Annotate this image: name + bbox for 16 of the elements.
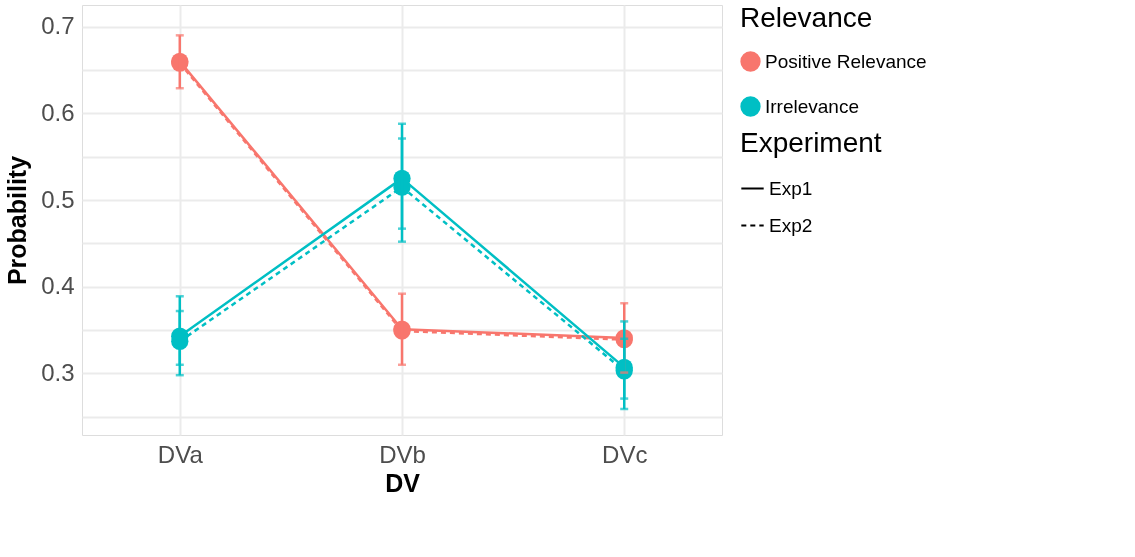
y-tick-label: 0.3 bbox=[41, 358, 75, 386]
legend-title: Relevance bbox=[740, 2, 873, 33]
legend-label: Positive Relevance bbox=[765, 50, 927, 72]
y-tick-label: 0.6 bbox=[41, 98, 75, 126]
y-tick-label: 0.5 bbox=[41, 185, 75, 213]
y-tick-label: 0.4 bbox=[41, 272, 75, 300]
legend-label: Irrelevance bbox=[765, 95, 859, 117]
x-axis-title: DV bbox=[385, 468, 421, 497]
y-axis-title: Probability bbox=[3, 155, 32, 286]
x-tick-label: DVb bbox=[379, 440, 426, 468]
y-tick-label: 0.7 bbox=[41, 12, 75, 40]
x-tick-label: DVc bbox=[602, 440, 648, 468]
text: Exp1 bbox=[769, 177, 813, 199]
text: Experiment bbox=[740, 127, 882, 158]
text: Exp2 bbox=[769, 214, 813, 236]
x-tick-label: DVa bbox=[157, 440, 204, 468]
